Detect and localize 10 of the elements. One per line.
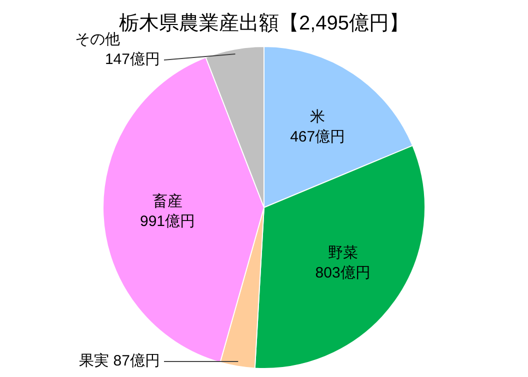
chart-title: 栃木県農業産出額【2,495億円】 [118,12,410,35]
slice-label: 野菜 [328,244,358,262]
data-label: 803億円 [315,264,370,282]
slice-label: その他 [75,31,120,48]
slice-label: 果実 87億円 [79,352,160,370]
slice-label: 畜産 [152,193,183,210]
data-label: 147億円 [104,51,160,68]
slice-label: 米 [310,108,326,126]
data-label: 467億円 [290,128,346,146]
data-label: 991億円 [140,213,196,230]
